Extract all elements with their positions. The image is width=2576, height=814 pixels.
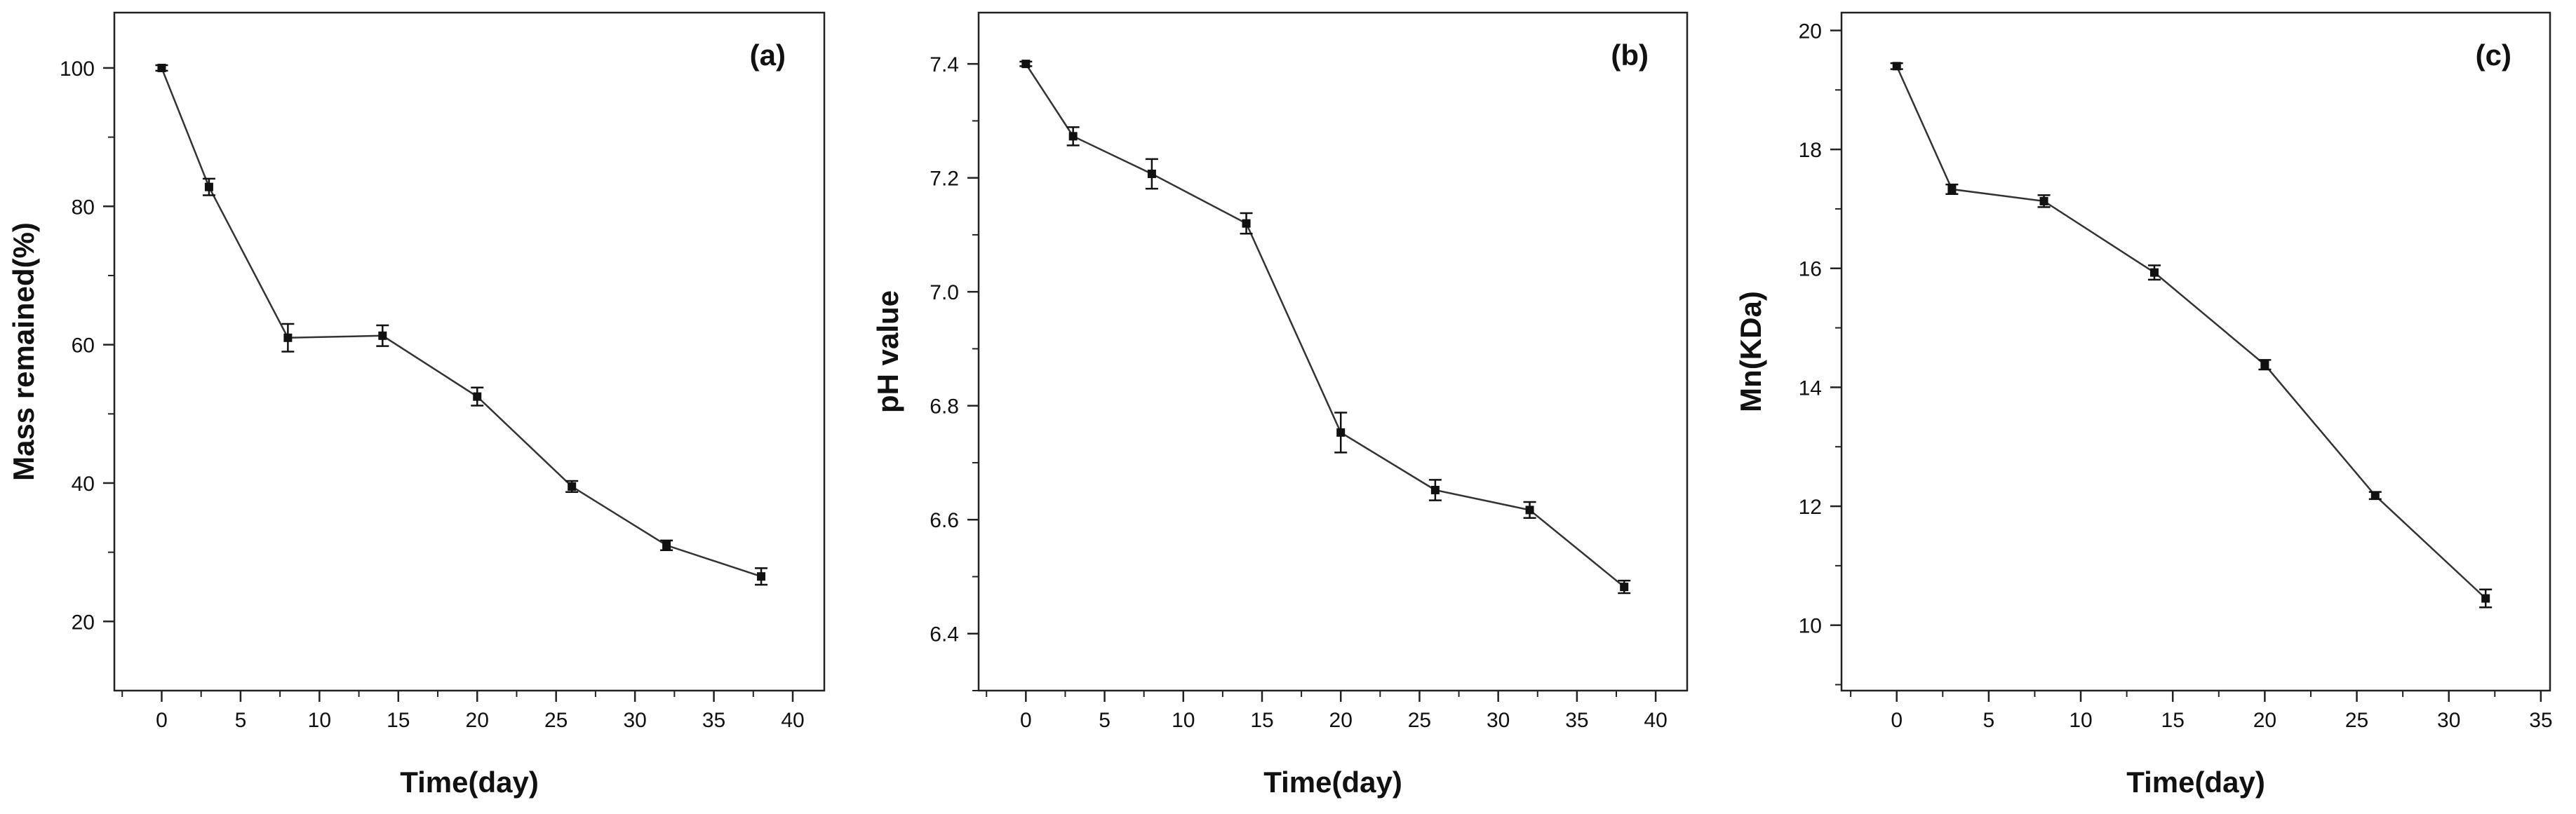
- x-tick-label: 35: [702, 709, 725, 732]
- data-point: [2481, 594, 2490, 603]
- data-point: [283, 333, 293, 342]
- x-tick-label: 0: [1020, 709, 1032, 732]
- data-point: [568, 482, 577, 491]
- data-point: [157, 63, 166, 72]
- x-tick-label: 35: [2529, 709, 2552, 732]
- y-tick-label: 6.6: [930, 509, 959, 532]
- x-tick-label: 30: [1487, 709, 1510, 732]
- y-tick-label: 7.0: [930, 281, 959, 304]
- y-tick-label: 6.4: [930, 623, 959, 646]
- x-tick-label: 40: [1644, 709, 1667, 732]
- data-point: [204, 182, 213, 191]
- x-tick-label: 25: [1408, 709, 1431, 732]
- chart-panel-a: 0 5 10 15 20 25 30 35 40 20 40 60 80 100 Time(day) Mass…: [7, 11, 826, 799]
- data-point: [2039, 196, 2048, 205]
- x-tick-label: 15: [2161, 709, 2185, 732]
- series-line: [161, 67, 762, 578]
- x-tick-label: 40: [781, 709, 804, 732]
- y-axis-title: pH value: [871, 290, 904, 413]
- plot-frame: [977, 11, 1689, 692]
- y-tick-label: 12: [1799, 496, 1822, 519]
- data-point: [1147, 169, 1156, 178]
- x-axis-title: Time(day): [400, 766, 539, 799]
- x-axis-title: Time(day): [1263, 766, 1402, 799]
- data-point: [378, 331, 387, 340]
- x-tick-label: 20: [466, 709, 489, 732]
- data-point: [2370, 491, 2380, 500]
- data-point: [1947, 184, 1957, 194]
- data-point: [1430, 485, 1440, 494]
- x-tick-label: 0: [1891, 709, 1903, 732]
- panel-label: (a): [750, 39, 786, 72]
- y-tick-label: 20: [1799, 20, 1822, 43]
- x-tick-label: 5: [1099, 709, 1111, 732]
- x-tick-label: 20: [1329, 709, 1353, 732]
- data-point: [1242, 219, 1251, 228]
- y-tick-label: 7.2: [930, 168, 959, 191]
- x-axis-title: Time(day): [2126, 766, 2265, 799]
- data-point: [1336, 428, 1346, 437]
- x-tick-label: 5: [235, 709, 247, 732]
- series-line: [1896, 65, 2487, 599]
- chart-panel-b: 0 5 10 15 20 25 30 35 40 6.4 6.6 6.8 7.0 7.2 7.4 Time(d…: [871, 11, 1689, 799]
- y-tick-label: 10: [1799, 615, 1822, 638]
- x-tick-label: 30: [623, 709, 646, 732]
- y-tick-label: 100: [60, 57, 95, 81]
- plot-frame: [1840, 11, 2551, 692]
- x-tick-label: 0: [156, 709, 168, 732]
- y-tick-label: 60: [72, 334, 95, 358]
- x-tick-label: 25: [2345, 709, 2368, 732]
- y-tick-label: 80: [72, 196, 95, 219]
- data-point: [662, 541, 671, 550]
- x-tick-label: 15: [1250, 709, 1273, 732]
- data-point: [1892, 62, 1901, 71]
- y-tick-label: 7.4: [930, 53, 959, 76]
- y-tick-label: 40: [72, 473, 95, 496]
- y-tick-label: 18: [1799, 139, 1822, 162]
- x-tick-label: 35: [1565, 709, 1588, 732]
- data-point: [1620, 583, 1629, 592]
- plot-frame: [113, 11, 826, 692]
- data-point: [473, 392, 482, 401]
- panel-label: (b): [1611, 39, 1649, 72]
- chart-panel-c: 0 5 10 15 20 25 30 35 10 12 14 16 18 20 Time(day) Mn(KD…: [1734, 11, 2553, 799]
- data-point: [757, 572, 766, 581]
- data-point: [1525, 506, 1534, 515]
- x-tick-label: 25: [544, 709, 568, 732]
- x-tick-label: 10: [308, 709, 331, 732]
- x-tick-label: 15: [387, 709, 410, 732]
- x-tick-label: 10: [1172, 709, 1195, 732]
- y-axis-title: Mass remained(%): [7, 222, 40, 481]
- x-tick-label: 5: [1983, 709, 1995, 732]
- y-tick-label: 14: [1799, 377, 1822, 400]
- series-line: [1025, 63, 1625, 588]
- data-point: [1021, 60, 1031, 69]
- data-point: [1068, 132, 1078, 141]
- x-tick-label: 20: [2253, 709, 2276, 732]
- y-tick-label: 20: [72, 611, 95, 634]
- panel-label: (c): [2476, 39, 2511, 72]
- x-tick-label: 10: [2069, 709, 2092, 732]
- data-point: [2260, 360, 2269, 369]
- y-tick-label: 16: [1799, 258, 1822, 281]
- x-tick-label: 30: [2437, 709, 2460, 732]
- y-axis-title: Mn(KDa): [1734, 291, 1767, 412]
- y-tick-label: 6.8: [930, 395, 959, 419]
- data-point: [2149, 268, 2159, 277]
